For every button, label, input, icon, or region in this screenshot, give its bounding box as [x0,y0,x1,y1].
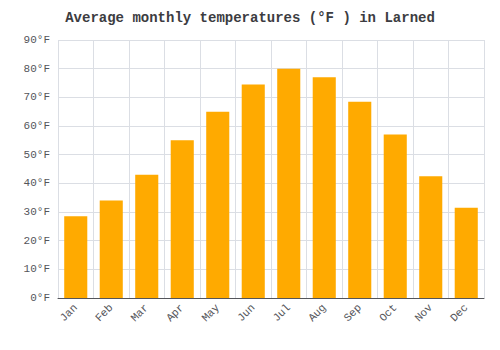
svg-text:Feb: Feb [93,302,115,324]
svg-text:Jul: Jul [271,302,293,324]
svg-text:Aug: Aug [306,302,328,324]
svg-text:Oct: Oct [377,302,399,324]
svg-text:Mar: Mar [129,302,151,324]
svg-text:70°F: 70°F [24,91,50,103]
svg-text:Average monthly temperatures (: Average monthly temperatures (°F ) in La… [65,10,435,26]
svg-text:50°F: 50°F [24,149,50,161]
svg-text:0°F: 0°F [30,292,50,304]
svg-text:Apr: Apr [164,302,186,324]
svg-text:Dec: Dec [448,302,470,324]
svg-text:20°F: 20°F [24,235,50,247]
svg-text:Jan: Jan [58,302,80,324]
svg-text:May: May [200,301,223,324]
svg-text:Nov: Nov [413,301,436,324]
svg-text:Jun: Jun [235,302,257,324]
svg-text:90°F: 90°F [24,34,50,46]
svg-text:60°F: 60°F [24,120,50,132]
svg-text:40°F: 40°F [24,177,50,189]
svg-text:Sep: Sep [342,302,364,324]
svg-text:10°F: 10°F [24,263,50,275]
svg-text:30°F: 30°F [24,206,50,218]
svg-text:80°F: 80°F [24,63,50,75]
